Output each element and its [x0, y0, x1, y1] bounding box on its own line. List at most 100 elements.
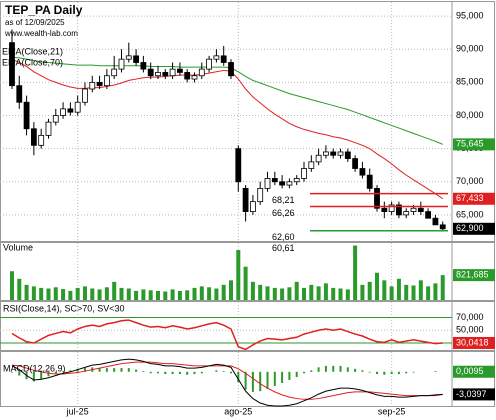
background [0, 1, 495, 407]
candle-body [9, 42, 15, 87]
macd-histogram-bar [390, 371, 393, 375]
volume-bar [163, 291, 168, 300]
candle-body [111, 68, 118, 77]
volume-bar [141, 289, 146, 300]
value-box [453, 269, 495, 282]
value-label: 0,0095 [456, 366, 484, 376]
macd-histogram-bar [237, 371, 240, 383]
macd-histogram-bar [120, 368, 123, 372]
macd-histogram-bar [244, 371, 247, 390]
candle-body [228, 62, 234, 77]
candle-body [315, 154, 322, 163]
candle-body [155, 72, 161, 77]
candle-body [271, 178, 278, 183]
candle-body [220, 55, 227, 63]
candle-body [147, 68, 154, 77]
macd-histogram-bar [412, 371, 415, 373]
volume-bar [338, 288, 343, 300]
volume-bar [185, 290, 190, 300]
volume-bar [440, 275, 445, 300]
candle-body [140, 62, 147, 70]
volume-bar [280, 288, 285, 300]
macd-histogram-bar [200, 371, 203, 374]
macd-histogram-bar [62, 371, 65, 372]
candle-body [60, 108, 66, 116]
candle-body [30, 128, 37, 146]
volume-bar [112, 281, 117, 300]
macd-histogram-bar [346, 367, 349, 372]
macd-histogram-bar [76, 368, 79, 372]
candle-body [308, 161, 315, 169]
volume-bar [345, 289, 350, 300]
macd-histogram-bar [135, 369, 138, 372]
macd-histogram-bar [113, 368, 116, 372]
macd-histogram-bar [142, 371, 145, 372]
candle-body [381, 207, 388, 212]
volume-bar [155, 290, 160, 300]
volume-bar [382, 280, 387, 300]
subtitle: as of 12/09/2025 [5, 18, 65, 27]
candle-body [279, 181, 286, 186]
candle-body [45, 121, 52, 136]
candle-body [74, 101, 81, 113]
volume-bar [418, 280, 423, 300]
level-label: 68,21 [272, 195, 295, 205]
y-tick-label: 80,000 [456, 110, 484, 120]
candle-body [286, 181, 293, 186]
macd-histogram-bar [222, 371, 225, 372]
volume-bar [236, 250, 241, 300]
value-box [453, 388, 495, 401]
candle-body [432, 217, 439, 226]
macd-histogram-bar [193, 371, 196, 375]
y-tick-label: 85,000 [456, 77, 484, 87]
candle-body [366, 174, 373, 189]
y-tick-label: 65,000 [456, 209, 484, 219]
candle-body [330, 151, 337, 156]
candle-body [439, 224, 446, 230]
volume-bar [119, 287, 124, 300]
value-label: 821,685 [456, 270, 489, 280]
macd-histogram-bar [376, 371, 379, 375]
macd-histogram-bar [10, 371, 13, 373]
candle-body [82, 88, 88, 103]
candle-body [191, 75, 198, 80]
candle-body [206, 58, 212, 70]
macd-histogram-bar [383, 371, 386, 375]
volume-bar [61, 289, 66, 300]
volume-bar [17, 278, 22, 300]
macd-histogram-bar [259, 371, 262, 392]
candle-body [67, 108, 74, 113]
volume-bar [433, 283, 438, 300]
candle-body [103, 75, 110, 87]
candle-body [425, 211, 432, 219]
candle-body [118, 58, 125, 70]
volume-bar [75, 287, 80, 300]
volume-bar [207, 287, 212, 300]
value-box [453, 336, 495, 349]
volume-bar [411, 285, 416, 300]
volume-bar [68, 290, 73, 300]
macd-histogram-bar [317, 367, 320, 372]
candle-body [374, 187, 380, 209]
candle-body [89, 81, 96, 90]
candle-body [23, 101, 30, 130]
level-label: 66,26 [272, 208, 295, 218]
volume-bar [199, 286, 204, 300]
legend-entry: EMA(Close,21) [2, 46, 63, 56]
macd-histogram-bar [40, 371, 43, 380]
x-tick-label: sep-25 [378, 406, 406, 416]
legend-entry: EMA(Close,70) [2, 57, 63, 67]
volume-bar [148, 290, 153, 300]
candle-body [264, 178, 271, 189]
volume-bar [170, 289, 175, 300]
candle-body [410, 207, 417, 212]
volume-bar [104, 287, 109, 300]
macd-histogram-bar [149, 371, 152, 374]
candle-body [344, 151, 351, 159]
macd-histogram-bar [266, 371, 269, 389]
macd-histogram-bar [339, 365, 342, 372]
volume-bar [24, 284, 29, 300]
macd-histogram-bar [32, 371, 35, 382]
macd-histogram-bar [361, 370, 364, 372]
line [11, 58, 444, 200]
